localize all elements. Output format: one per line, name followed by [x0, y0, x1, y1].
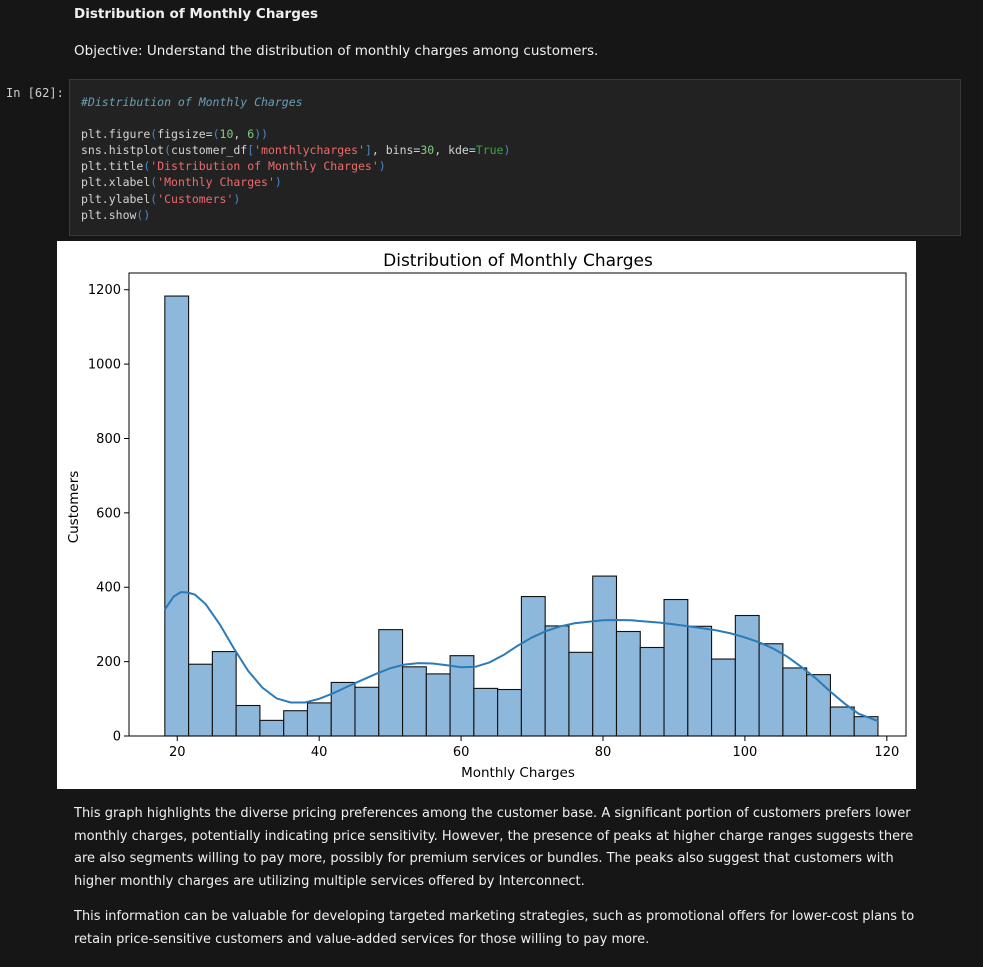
- strategy-paragraph: This information can be valuable for dev…: [74, 909, 915, 947]
- code-line-histplot: sns.histplot(customer_df['monthlycharges…: [81, 143, 511, 158]
- histogram-bar: [330, 681, 356, 737]
- histogram-bar: [806, 674, 831, 737]
- histogram-bar: [544, 625, 570, 737]
- objective-text: Objective: Understand the distribution o…: [74, 43, 599, 59]
- code-editor[interactable]: #Distribution of Monthly Charges plt.fig…: [81, 94, 510, 223]
- histogram-bar: [354, 686, 380, 737]
- histogram-bar: [663, 598, 689, 737]
- cell-prompt: In [62]:: [6, 86, 64, 100]
- histogram-bar: [568, 651, 594, 737]
- x-tick-label: 80: [595, 745, 612, 760]
- x-tick-label: 40: [311, 745, 328, 760]
- histogram-bar: [425, 673, 451, 737]
- histogram-bar: [401, 666, 427, 737]
- section-title: Distribution of Monthly Charges: [74, 6, 319, 22]
- histogram-bar: [164, 295, 190, 737]
- chart-title: Distribution of Monthly Charges: [383, 251, 653, 271]
- x-axis-label: Monthly Charges: [461, 765, 575, 781]
- cell-output-figure: Distribution of Monthly Charges Monthly …: [57, 241, 916, 789]
- histogram-bar: [497, 688, 522, 737]
- code-line-title: plt.title('Distribution of Monthly Charg…: [81, 159, 386, 174]
- y-tick-label: 1000: [88, 358, 121, 373]
- histogram-bar: [711, 658, 736, 737]
- histogram-bar: [378, 629, 404, 737]
- histogram-bar: [188, 663, 213, 737]
- x-tick-label: 120: [874, 745, 899, 760]
- analysis-paragraph: This graph highlights the diverse pricin…: [74, 806, 914, 889]
- histogram-bar: [592, 575, 618, 737]
- histogram-bar: [235, 704, 261, 737]
- histogram-bar: [615, 630, 641, 737]
- code-line-figure: plt.figure(figsize=(10, 6)): [81, 127, 269, 142]
- y-tick-label: 1200: [88, 283, 121, 298]
- y-tick-label: 200: [96, 655, 121, 670]
- plot-frame: [128, 272, 907, 737]
- histogram-bar: [211, 651, 237, 737]
- y-tick-label: 600: [96, 506, 121, 521]
- histogram-bar: [829, 706, 855, 737]
- histogram-bar: [687, 625, 713, 737]
- kde-line: [163, 591, 879, 723]
- x-tick-label: 20: [169, 745, 186, 760]
- histogram-bar: [520, 595, 546, 737]
- histogram-bar: [259, 719, 285, 737]
- code-line-ylabel: plt.ylabel('Customers'): [81, 191, 241, 206]
- histogram-bar: [473, 687, 499, 737]
- histogram-bar: [758, 643, 784, 737]
- histogram-bar: [782, 667, 808, 737]
- code-line-xlabel: plt.xlabel('Monthly Charges'): [81, 175, 282, 190]
- histogram-bar: [639, 646, 665, 737]
- histogram-bar: [283, 710, 309, 737]
- y-tick-label: 0: [113, 730, 121, 745]
- code-line-comment: #Distribution of Monthly Charges: [81, 95, 303, 109]
- histogram-bar: [734, 614, 760, 737]
- y-tick-label: 800: [96, 432, 121, 447]
- code-line-show: plt.show(): [81, 207, 151, 222]
- y-axis-label: Customers: [66, 471, 82, 544]
- x-tick-label: 100: [733, 745, 758, 760]
- histogram-chart: Distribution of Monthly Charges Monthly …: [66, 251, 907, 781]
- x-tick-label: 60: [453, 745, 470, 760]
- code-cell[interactable]: #Distribution of Monthly Charges plt.fig…: [69, 79, 961, 236]
- y-tick-label: 400: [96, 581, 121, 596]
- histogram-bar: [306, 702, 332, 737]
